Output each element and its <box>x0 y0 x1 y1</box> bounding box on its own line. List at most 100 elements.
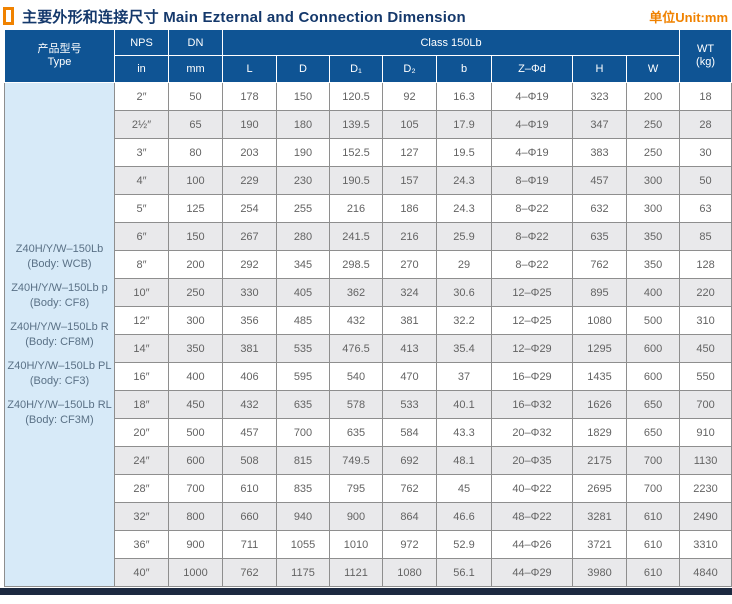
cell-wt: 910 <box>679 418 732 447</box>
type-body: (Body: CF3) <box>29 375 90 387</box>
cell-d2: 92 <box>382 82 437 111</box>
cell-b: 25.9 <box>436 222 492 251</box>
cell-dn: 65 <box>168 110 223 139</box>
cell-d2: 270 <box>382 250 437 279</box>
col-header-l: L <box>222 55 277 83</box>
cell-h: 2175 <box>572 446 627 475</box>
table-row: 2½″ 65 190 180 139.5 105 17.9 4–Φ19 347 250 28 <box>5 110 732 139</box>
cell-d: 940 <box>276 502 330 531</box>
cell-b: 43.3 <box>436 418 492 447</box>
cell-d: 1175 <box>276 558 330 587</box>
cell-wt: 50 <box>679 166 732 195</box>
cell-l: 508 <box>222 446 277 475</box>
cell-l: 190 <box>222 110 277 139</box>
table-row: 36″ 900 711 1055 1010 972 52.9 44–Φ26 3721 610 331… <box>5 530 732 559</box>
table-body: Z40H/Y/W–150Lb (Body: WCB) Z40H/Y/W–150Lb … <box>4 82 732 587</box>
cell-z-phi-d: 20–Φ32 <box>491 418 573 447</box>
cell-h: 457 <box>572 166 627 195</box>
cell-b: 40.1 <box>436 390 492 419</box>
cell-h: 762 <box>572 250 627 279</box>
cell-d1: 298.5 <box>329 250 383 279</box>
col-header-d1: D₁ <box>329 55 383 83</box>
cell-d: 635 <box>276 390 330 419</box>
table-row: 32″ 800 660 940 900 864 46.6 48–Φ22 3281 610 2490 <box>5 502 732 531</box>
cell-nps: 14″ <box>114 334 169 363</box>
cell-z-phi-d: 8–Φ19 <box>491 166 573 195</box>
col-header-class: Class 150Lb <box>221 29 681 56</box>
cell-d2: 762 <box>382 474 437 503</box>
cell-w: 610 <box>625 558 681 587</box>
cell-w: 300 <box>625 194 681 223</box>
cell-l: 406 <box>222 362 277 391</box>
cell-dn: 900 <box>168 530 223 559</box>
cell-z-phi-d: 16–Φ32 <box>491 390 573 419</box>
cell-z-phi-d: 8–Φ22 <box>491 222 573 251</box>
cell-z-phi-d: 16–Φ29 <box>491 362 573 391</box>
table-row: 18″ 450 432 635 578 533 40.1 16–Φ32 1626 650 700 <box>5 390 732 419</box>
cell-d: 815 <box>276 446 330 475</box>
cell-d: 345 <box>276 250 330 279</box>
type-body: (Body: WCB) <box>27 258 92 270</box>
cell-wt: 4840 <box>679 558 732 587</box>
type-group-1: Z40H/Y/W–150Lb p (Body: CF8) <box>5 281 114 310</box>
cell-l: 381 <box>222 334 277 363</box>
cell-d1: 578 <box>329 390 383 419</box>
cell-d1: 795 <box>329 474 383 503</box>
table-row: 5″ 125 254 255 216 186 24.3 8–Φ22 632 300 63 <box>5 194 732 223</box>
cell-wt: 2230 <box>679 474 732 503</box>
cell-wt: 310 <box>679 306 732 335</box>
cell-w: 250 <box>625 138 681 167</box>
cell-d1: 635 <box>329 418 383 447</box>
type-group-2: Z40H/Y/W–150Lb R (Body: CF8M) <box>5 320 114 349</box>
table-row: 24″ 600 508 815 749.5 692 48.1 20–Φ35 2175 700 113… <box>5 446 732 475</box>
cell-d2: 324 <box>382 278 437 307</box>
cell-h: 3721 <box>572 530 627 559</box>
cell-nps: 18″ <box>114 390 169 419</box>
cell-d2: 105 <box>382 110 437 139</box>
cell-w: 650 <box>625 390 681 419</box>
cell-z-phi-d: 44–Φ26 <box>491 530 573 559</box>
cell-d: 255 <box>276 194 330 223</box>
col-header-z-phi-d: Z–Φd <box>491 55 573 83</box>
cell-w: 350 <box>625 222 681 251</box>
cell-d2: 127 <box>382 138 437 167</box>
cell-h: 1626 <box>572 390 627 419</box>
cell-d: 180 <box>276 110 330 139</box>
cell-nps: 3″ <box>114 138 169 167</box>
cell-nps: 2½″ <box>114 110 169 139</box>
cell-wt: 18 <box>679 82 732 111</box>
cell-d2: 1080 <box>382 558 437 587</box>
cell-d1: 432 <box>329 306 383 335</box>
cell-dn: 1000 <box>168 558 223 587</box>
cell-l: 356 <box>222 306 277 335</box>
cell-l: 660 <box>222 502 277 531</box>
cell-d1: 120.5 <box>329 82 383 111</box>
cell-d2: 413 <box>382 334 437 363</box>
cell-z-phi-d: 12–Φ25 <box>491 278 573 307</box>
cell-d1: 1010 <box>329 530 383 559</box>
cell-w: 610 <box>625 530 681 559</box>
cell-l: 229 <box>222 166 277 195</box>
cell-w: 700 <box>625 446 681 475</box>
cell-b: 46.6 <box>436 502 492 531</box>
cell-w: 500 <box>625 306 681 335</box>
cell-b: 30.6 <box>436 278 492 307</box>
cell-b: 24.3 <box>436 194 492 223</box>
cell-w: 600 <box>625 334 681 363</box>
col-header-dn: DN <box>168 29 223 56</box>
cell-nps: 32″ <box>114 502 169 531</box>
cell-d2: 584 <box>382 418 437 447</box>
cell-w: 600 <box>625 362 681 391</box>
cell-z-phi-d: 12–Φ25 <box>491 306 573 335</box>
cell-nps: 8″ <box>114 250 169 279</box>
cell-d: 535 <box>276 334 330 363</box>
cell-dn: 80 <box>168 138 223 167</box>
cell-d: 150 <box>276 82 330 111</box>
cell-dn: 250 <box>168 278 223 307</box>
cell-h: 1295 <box>572 334 627 363</box>
table-row: 16″ 400 406 595 540 470 37 16–Φ29 1435 600 550 <box>5 362 732 391</box>
cell-l: 203 <box>222 138 277 167</box>
cell-d1: 152.5 <box>329 138 383 167</box>
col-header-type: 产品型号 Type <box>4 29 115 83</box>
cell-wt: 1130 <box>679 446 732 475</box>
